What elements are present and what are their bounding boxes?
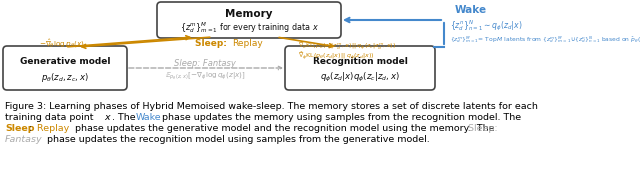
- Text: $p_\theta(z_d, z_c, x)$: $p_\theta(z_d, z_c, x)$: [41, 71, 89, 84]
- Text: Sleep:: Sleep:: [195, 39, 230, 48]
- Text: $q_\phi(z_d|x)q_\phi(z_c|z_d,x)$: $q_\phi(z_d|x)q_\phi(z_c|z_d,x)$: [320, 70, 400, 84]
- FancyBboxPatch shape: [157, 2, 341, 38]
- Text: $\mathbb{E}_{p_\theta(z,x)}[-\nabla_\phi\log q_\phi(z|x)]$: $\mathbb{E}_{p_\theta(z,x)}[-\nabla_\phi…: [164, 71, 245, 81]
- Text: $\{z_d^n\}_{n=1}^N \sim q_\phi(z_d|x)$: $\{z_d^n\}_{n=1}^N \sim q_\phi(z_d|x)$: [450, 19, 522, 33]
- Text: . The: . The: [112, 113, 139, 122]
- Text: :: :: [29, 124, 32, 133]
- Text: training data point: training data point: [5, 113, 97, 122]
- Text: Wake: Wake: [136, 113, 162, 122]
- Text: Generative model: Generative model: [20, 57, 110, 66]
- FancyBboxPatch shape: [285, 46, 435, 90]
- Text: phase updates the recognition model using samples from the generative model.: phase updates the recognition model usin…: [44, 135, 429, 144]
- Text: Sleep: Fantasy: Sleep: Fantasy: [174, 58, 236, 67]
- Text: Recognition model: Recognition model: [312, 57, 408, 66]
- Text: Memory: Memory: [225, 9, 273, 19]
- FancyBboxPatch shape: [3, 46, 127, 90]
- Text: Fantasy: Fantasy: [5, 135, 43, 144]
- Text: $\hat{\nabla}_\phi \mathrm{KL}(p_\theta(z_d|x)\,||\,q_\phi(z_d|x))$: $\hat{\nabla}_\phi \mathrm{KL}(p_\theta(…: [298, 50, 374, 62]
- Text: $\{z_d^m\}_{m=1}^M\!=\!$ Top$\,M$ latents from $\{z_d^m\}_{m=1}^M\!\cup\!\{z_d^n: $\{z_d^m\}_{m=1}^M\!=\!$ Top$\,M$ latent…: [450, 35, 640, 45]
- Text: $\hat{\nabla}_\theta \mathrm{KL}(p_\theta(z_c|z_d^m,x)\,||\,q_\phi(z_c|z_d^m,x)): $\hat{\nabla}_\theta \mathrm{KL}(p_\thet…: [298, 40, 396, 52]
- Text: Sleep: Sleep: [5, 124, 35, 133]
- Text: $x$: $x$: [104, 113, 112, 122]
- Text: Figure 3: Learning phases of Hybrid Memoised wake-sleep. The memory stores a set: Figure 3: Learning phases of Hybrid Memo…: [5, 102, 538, 111]
- Text: phase updates the generative model and the recognition model using the memory.  : phase updates the generative model and t…: [72, 124, 497, 133]
- Text: Replay: Replay: [232, 39, 263, 48]
- Text: $-\hat{\nabla}_\theta\log p_\theta(x)$: $-\hat{\nabla}_\theta\log p_\theta(x)$: [39, 38, 85, 50]
- Text: $\{z_d^m\}_{m=1}^M$ for every training data $x$: $\{z_d^m\}_{m=1}^M$ for every training d…: [180, 21, 319, 35]
- Text: Replay: Replay: [34, 124, 69, 133]
- Text: Wake: Wake: [455, 5, 487, 15]
- Text: Sleep:: Sleep:: [468, 124, 500, 133]
- Text: phase updates the memory using samples from the recognition model. The: phase updates the memory using samples f…: [159, 113, 521, 122]
